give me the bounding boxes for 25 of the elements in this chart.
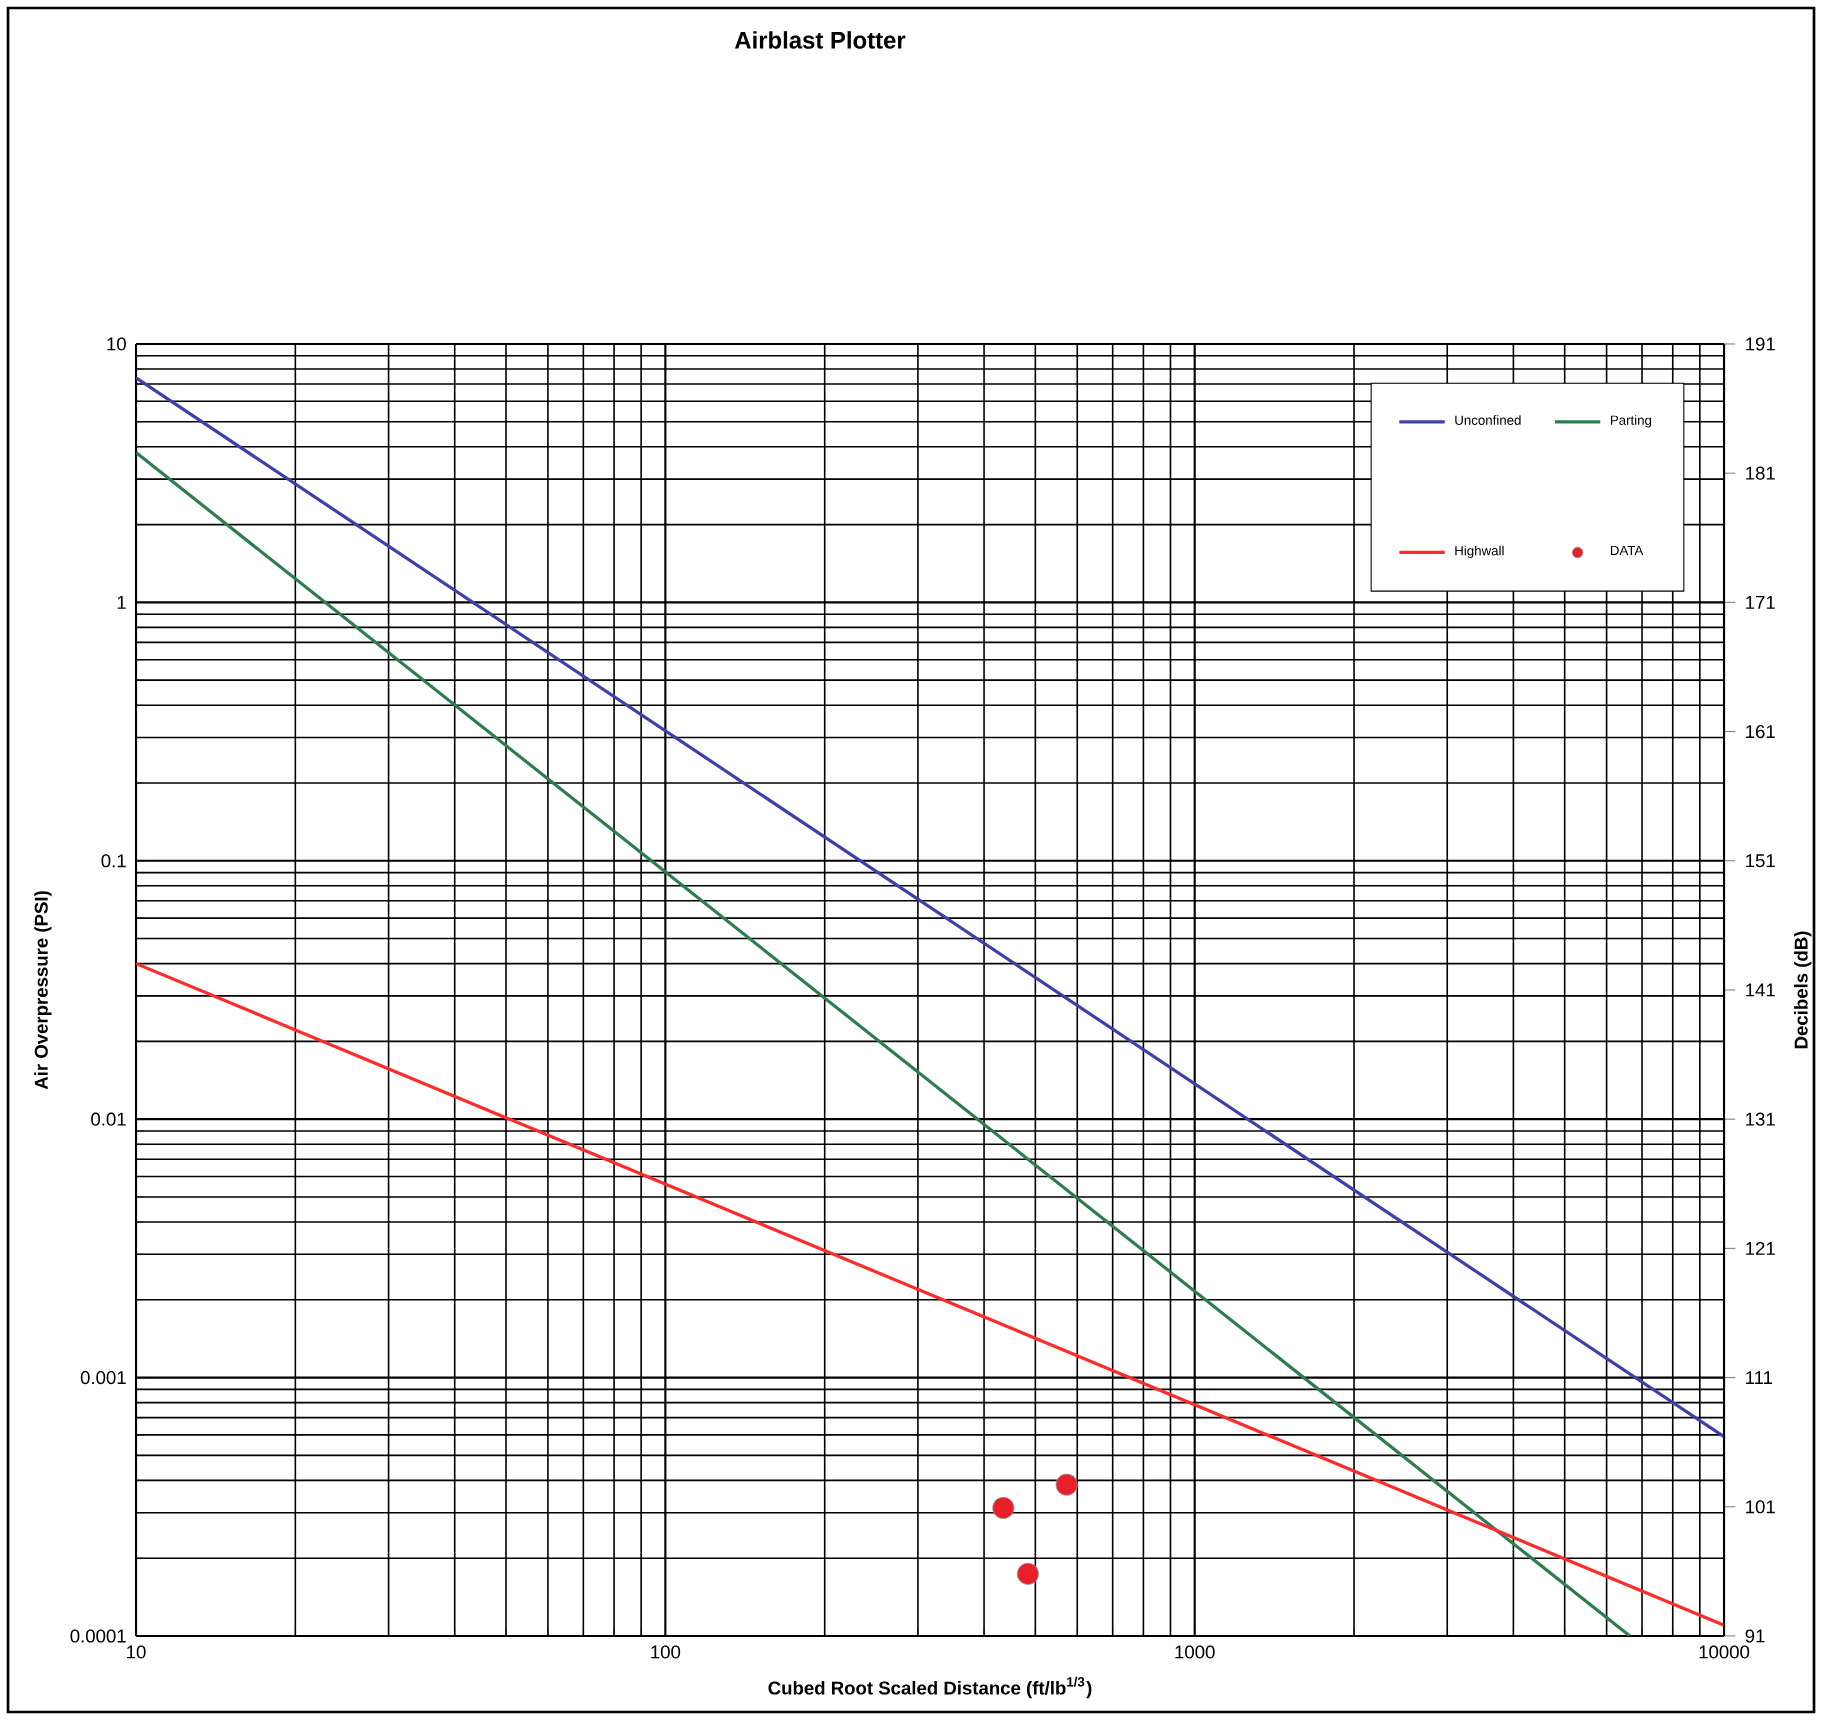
x-tick-label: 10000	[1699, 1645, 1750, 1659]
y-tick-label: 1	[117, 595, 126, 609]
x-tick-label: 100	[651, 1645, 681, 1659]
y2-tick-label: 111	[1746, 1371, 1773, 1384]
chart-title: Airblast Plotter	[734, 31, 906, 49]
y-tick-label: 10	[107, 337, 126, 351]
y2-tick-label: 101	[1746, 1500, 1775, 1514]
x-tick-label: 1000	[1175, 1645, 1215, 1659]
y2-tick-label: 171	[1746, 595, 1775, 609]
y2-tick-label: 191	[1746, 337, 1775, 351]
y-axis-title: Air Overpressure (PSI)	[34, 891, 52, 1090]
y2-tick-label: 131	[1746, 1112, 1775, 1126]
y2-tick-label: 181	[1746, 466, 1775, 480]
y2-tick-label: 121	[1746, 1241, 1775, 1255]
y-tick-label: 0.01	[91, 1112, 126, 1126]
y-tick-label: 0.0001	[70, 1629, 126, 1643]
y2-tick-label: 151	[1746, 854, 1775, 868]
y2-axis-title: Decibels (dB)	[1794, 931, 1812, 1049]
y2-tick-label: 141	[1746, 983, 1775, 997]
x-tick-label: 10	[127, 1645, 146, 1659]
y-tick-label: 0.001	[80, 1371, 126, 1385]
y2-tick-label: 91	[1745, 1629, 1765, 1643]
y-tick-label: 0.1	[101, 854, 126, 868]
x-axis-title: Cubed Root Scaled Distance (ft/lb$^{1/3}$)	[768, 1676, 1092, 1699]
y2-tick-label: 161	[1746, 725, 1775, 739]
